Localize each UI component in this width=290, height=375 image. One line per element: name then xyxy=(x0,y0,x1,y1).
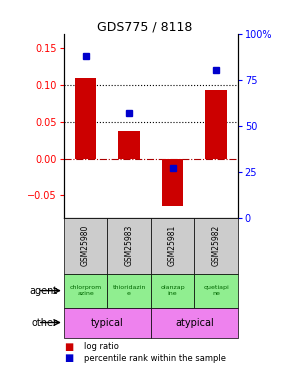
Text: ■: ■ xyxy=(64,353,73,363)
Bar xyxy=(107,217,151,274)
Bar xyxy=(205,90,227,159)
Text: percentile rank within the sample: percentile rank within the sample xyxy=(84,354,226,363)
Text: olanzap
ine: olanzap ine xyxy=(160,285,185,296)
Bar xyxy=(75,78,96,159)
Bar xyxy=(194,274,238,308)
Text: chlorprom
azine: chlorprom azine xyxy=(69,285,102,296)
Bar xyxy=(151,217,194,274)
Bar xyxy=(151,274,194,308)
Text: other: other xyxy=(32,318,58,327)
Bar xyxy=(151,308,238,338)
Text: agent: agent xyxy=(30,286,58,296)
Text: ■: ■ xyxy=(64,342,73,352)
Bar xyxy=(162,159,183,207)
Bar xyxy=(118,131,140,159)
Bar xyxy=(64,274,107,308)
Bar xyxy=(107,274,151,308)
Text: GSM25980: GSM25980 xyxy=(81,225,90,266)
Text: typical: typical xyxy=(91,318,124,327)
Text: quetiapi
ne: quetiapi ne xyxy=(203,285,229,296)
Bar xyxy=(64,308,151,338)
Text: GSM25982: GSM25982 xyxy=(211,225,221,266)
Text: log ratio: log ratio xyxy=(84,342,119,351)
Text: GDS775 / 8118: GDS775 / 8118 xyxy=(97,21,193,34)
Text: GSM25981: GSM25981 xyxy=(168,225,177,266)
Bar xyxy=(64,217,107,274)
Bar xyxy=(194,217,238,274)
Text: atypical: atypical xyxy=(175,318,214,327)
Text: GSM25983: GSM25983 xyxy=(124,225,134,266)
Text: thioridazin
e: thioridazin e xyxy=(112,285,146,296)
